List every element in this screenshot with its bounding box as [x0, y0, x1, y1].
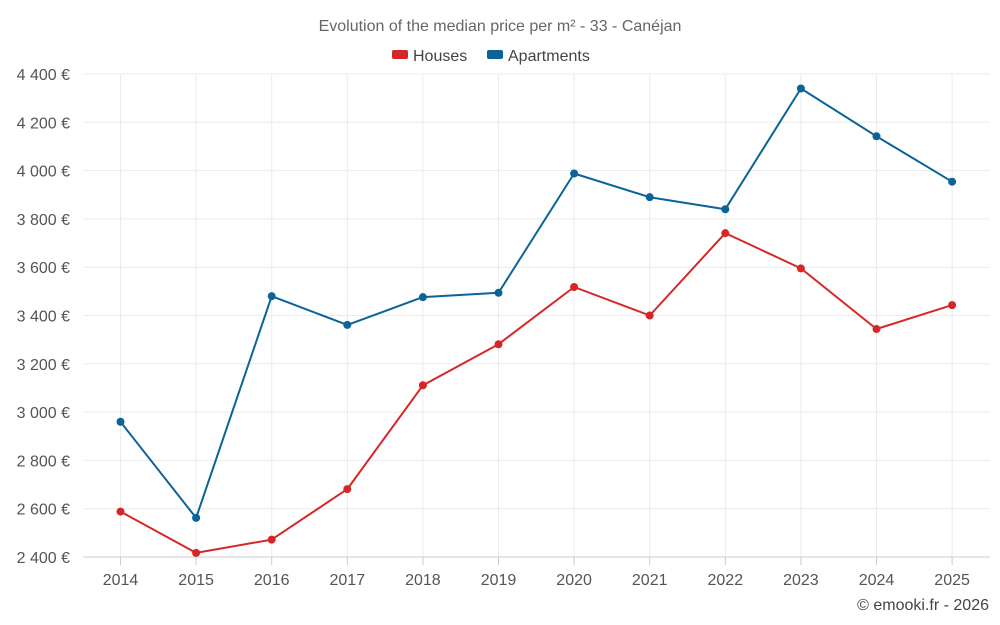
x-tick-label: 2014 — [103, 572, 139, 589]
legend-item-apartments[interactable]: Apartments — [487, 48, 590, 65]
data-point-houses[interactable] — [645, 311, 654, 320]
series-line-houses — [120, 232, 953, 554]
data-point-apartments[interactable] — [872, 132, 881, 141]
series-apartments — [116, 84, 957, 522]
x-tick-label: 2020 — [556, 572, 592, 589]
data-point-apartments[interactable] — [721, 205, 730, 214]
x-tick-label: 2023 — [783, 572, 819, 589]
x-tick-label: 2021 — [632, 572, 668, 589]
legend-swatch — [487, 50, 503, 59]
x-tick-label: 2018 — [405, 572, 441, 589]
y-tick-label: 3 200 € — [17, 357, 70, 374]
y-tick-label: 4 200 € — [17, 115, 70, 132]
x-tick-label: 2016 — [254, 572, 290, 589]
data-point-apartments[interactable] — [948, 177, 957, 186]
data-point-houses[interactable] — [721, 229, 730, 238]
x-tick-label: 2015 — [178, 572, 214, 589]
data-point-houses[interactable] — [948, 301, 957, 310]
data-point-houses[interactable] — [116, 507, 125, 516]
chart-title: Evolution of the median price per m² - 3… — [319, 18, 682, 35]
series-line-apartments — [119, 87, 953, 519]
x-tick-label: 2024 — [859, 572, 895, 589]
legend-item-houses[interactable]: Houses — [392, 48, 467, 65]
x-tick-label: 2025 — [934, 572, 970, 589]
data-point-apartments[interactable] — [570, 169, 579, 178]
y-tick-label: 3 400 € — [17, 309, 70, 326]
data-point-houses[interactable] — [570, 283, 579, 292]
axes: 2 400 € 2 600 € 2 800 € 3 000 € 3 200 € 3 400… — [17, 67, 990, 589]
data-point-apartments[interactable] — [192, 513, 201, 522]
data-point-apartments[interactable] — [267, 292, 276, 301]
y-tick-label: 3 000 € — [17, 405, 70, 422]
legend-label: Apartments — [508, 48, 590, 65]
data-point-houses[interactable] — [343, 485, 352, 494]
y-tick-label: 3 800 € — [17, 212, 70, 229]
data-point-apartments[interactable] — [645, 193, 654, 202]
y-tick-label: 4 400 € — [17, 67, 70, 84]
legend: Houses Apartments — [392, 48, 590, 65]
data-point-apartments[interactable] — [494, 288, 503, 297]
data-point-apartments[interactable] — [796, 84, 805, 93]
y-tick-label: 2 600 € — [17, 502, 70, 519]
data-point-apartments[interactable] — [418, 293, 427, 302]
data-point-houses[interactable] — [418, 381, 427, 390]
x-tick-label: 2019 — [481, 572, 517, 589]
series — [116, 84, 957, 557]
x-tick-label: 2022 — [708, 572, 744, 589]
legend-swatch — [392, 50, 408, 59]
data-point-houses[interactable] — [494, 340, 503, 349]
data-point-houses[interactable] — [192, 548, 201, 557]
y-tick-label: 4 000 € — [17, 164, 70, 181]
y-tick-label: 2 400 € — [17, 550, 70, 567]
data-point-apartments[interactable] — [116, 417, 125, 426]
y-tick-label: 3 600 € — [17, 260, 70, 277]
data-point-houses[interactable] — [267, 535, 276, 544]
data-point-houses[interactable] — [796, 264, 805, 273]
credit-text: © emooki.fr - 2026 — [857, 597, 989, 614]
y-tick-label: 2 800 € — [17, 453, 70, 470]
x-tick-label: 2017 — [330, 572, 366, 589]
data-point-houses[interactable] — [872, 325, 881, 334]
legend-label: Houses — [413, 48, 467, 65]
series-houses — [116, 229, 957, 557]
data-point-apartments[interactable] — [343, 320, 352, 329]
